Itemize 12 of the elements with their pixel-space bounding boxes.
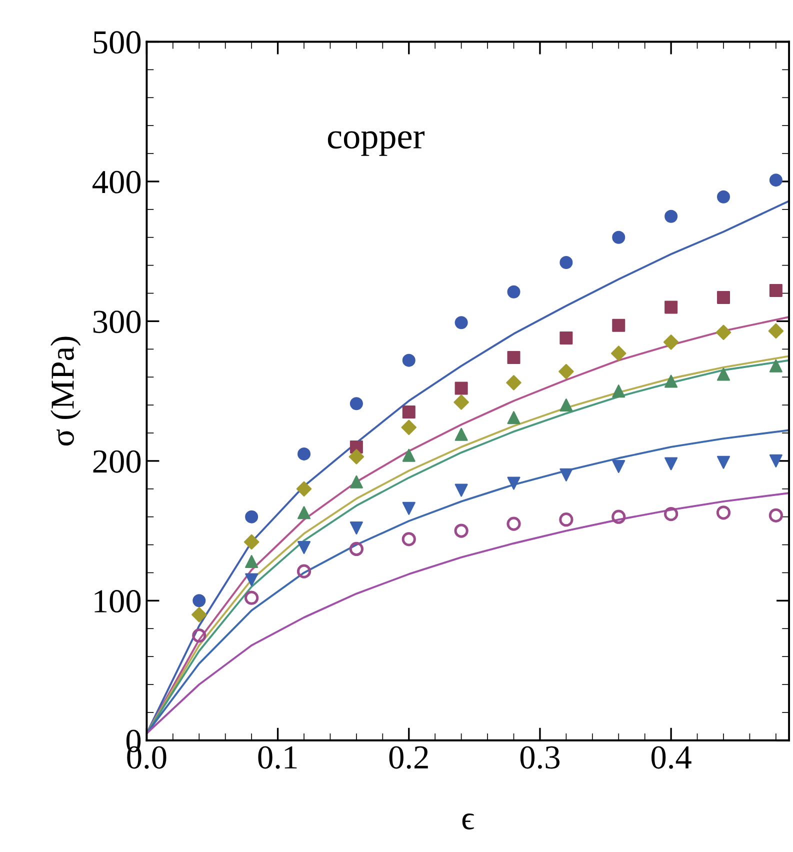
x-tick-label: 0.2 xyxy=(389,746,428,769)
y-tick-label: 400 xyxy=(92,170,141,194)
y-tick-label: 100 xyxy=(94,590,141,613)
x-tick-label: 0.3 xyxy=(520,746,560,769)
annotation: copper xyxy=(328,131,424,156)
y-tick-label: 500 xyxy=(94,31,141,54)
y-tick-label: 300 xyxy=(93,310,141,334)
x-axis-title: ϵ xyxy=(462,813,474,830)
y-tick-label: 200 xyxy=(93,450,141,473)
x-tick-label: 0.1 xyxy=(258,746,297,769)
y-axis-title: σ (MPa) xyxy=(50,336,81,446)
x-tick-label: 0.4 xyxy=(651,746,692,769)
